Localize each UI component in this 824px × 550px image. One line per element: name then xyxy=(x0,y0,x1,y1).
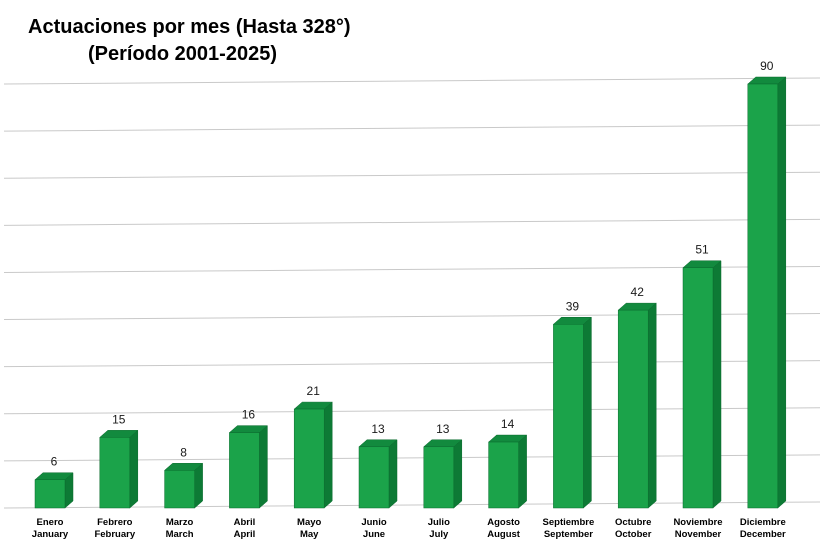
bar-side-face xyxy=(194,462,203,509)
bar-side-face xyxy=(453,439,463,509)
bar-side-face xyxy=(518,434,527,509)
bar-side-face xyxy=(712,260,722,509)
bar-february: 15 Febrero February xyxy=(94,412,139,540)
category-label: Octubre October xyxy=(615,517,652,540)
bar-side-face xyxy=(388,439,398,509)
category-label: Julio July xyxy=(428,517,450,540)
bar-side-face xyxy=(583,316,592,509)
bar-front-face xyxy=(293,408,325,509)
bar-front-face xyxy=(617,309,649,509)
category-label: Diciembre December xyxy=(740,517,786,540)
gridlines xyxy=(3,77,821,509)
bar-august: 14 Agosto August xyxy=(487,417,528,540)
category-label: Abril April xyxy=(234,517,256,540)
gridline xyxy=(3,124,821,132)
bar-value-label: 39 xyxy=(566,299,580,313)
bar-april: 16 Abril April xyxy=(228,408,269,540)
bar-side-face xyxy=(647,302,657,509)
bar-side-face xyxy=(777,76,787,509)
bar-value-label: 13 xyxy=(436,422,450,436)
bar-front-face xyxy=(164,470,195,509)
bar-value-label: 42 xyxy=(631,285,645,299)
bar-front-face xyxy=(682,267,714,509)
category-label: Junio June xyxy=(361,517,387,540)
chart-title-line1: Actuaciones por mes (Hasta 328°) xyxy=(28,16,351,38)
bar-december: 90 Diciembre December xyxy=(740,59,787,540)
bar-value-label: 13 xyxy=(371,422,385,436)
bar-value-label: 8 xyxy=(180,445,187,459)
bar-value-label: 14 xyxy=(501,417,515,431)
category-label: Febrero February xyxy=(94,517,135,540)
bar-front-face xyxy=(99,437,131,509)
bar-march: 8 Marzo March xyxy=(163,445,204,540)
bar-january: 6 Enero January xyxy=(32,455,74,540)
bar-side-face xyxy=(129,429,139,509)
bar-june: 13 Junio June xyxy=(358,422,398,540)
chart-title: Actuaciones por mes (Hasta 328°) (Períod… xyxy=(28,14,351,68)
bar-october: 42 Octubre October xyxy=(615,285,657,540)
gridline xyxy=(3,171,821,179)
bar-front-face xyxy=(229,432,260,509)
bar-front-face xyxy=(34,479,66,509)
bar-july: 13 Julio July xyxy=(423,422,463,540)
category-label: Agosto August xyxy=(487,517,521,540)
bar-september: 39 Septiembre September xyxy=(543,299,595,540)
gridline xyxy=(3,218,821,226)
bar-value-label: 90 xyxy=(760,59,774,73)
bars: 6 Enero January 15 Febrero February 8 Marzo Marc… xyxy=(32,59,787,540)
bar-value-label: 51 xyxy=(695,243,709,257)
bar-front-face xyxy=(553,324,584,509)
bar-value-label: 6 xyxy=(51,455,58,469)
bar-side-face xyxy=(323,401,333,509)
bar-november: 51 Noviembre November xyxy=(673,243,722,540)
bar-front-face xyxy=(423,446,455,509)
category-label: Noviembre November xyxy=(673,517,722,540)
category-label: Mayo May xyxy=(297,517,321,540)
chart-title-line2: (Período 2001-2025) xyxy=(88,43,277,65)
gridline xyxy=(3,77,821,85)
bar-front-face xyxy=(747,83,779,509)
bar-front-face xyxy=(488,441,519,509)
bar-value-label: 16 xyxy=(242,408,256,422)
bar-side-face xyxy=(259,425,268,509)
category-label: Septiembre September xyxy=(543,517,595,540)
bar-value-label: 21 xyxy=(307,384,321,398)
bar-value-label: 15 xyxy=(112,412,126,426)
bar-may: 21 Mayo May xyxy=(293,384,333,540)
category-label: Marzo March xyxy=(166,517,194,540)
category-label: Enero January xyxy=(32,517,69,540)
bar-front-face xyxy=(358,446,390,509)
